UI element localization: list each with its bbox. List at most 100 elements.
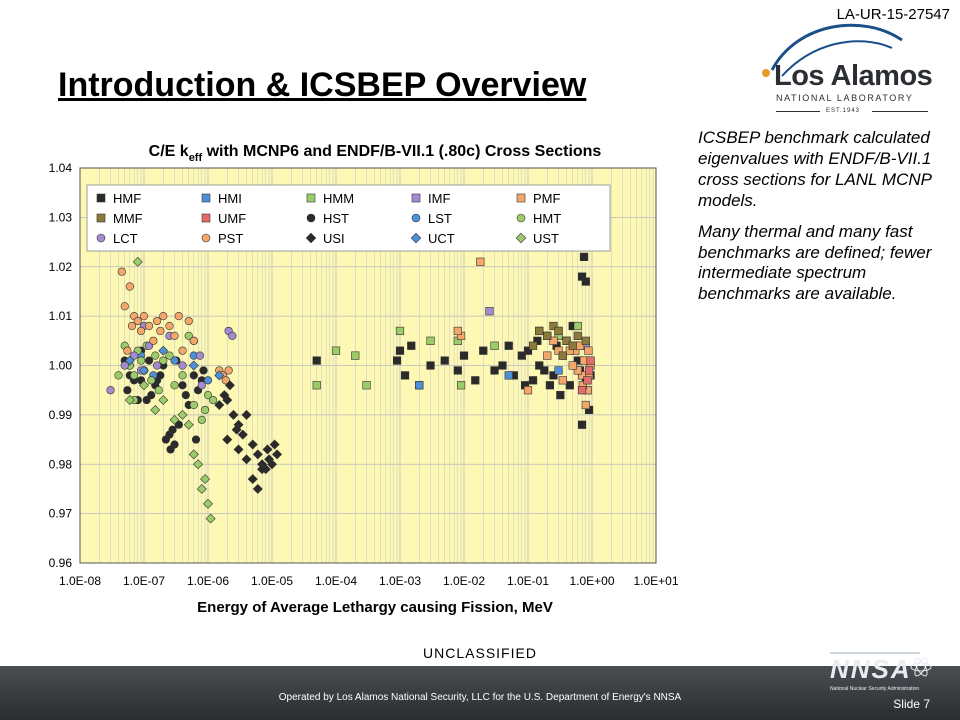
data-point bbox=[127, 321, 137, 331]
y-tick-label: 0.97 bbox=[49, 507, 73, 521]
data-point bbox=[189, 400, 198, 410]
data-point bbox=[184, 331, 193, 340]
data-point bbox=[147, 376, 156, 385]
footer-bar bbox=[0, 666, 960, 720]
legend-marker bbox=[411, 213, 421, 223]
series-uct bbox=[124, 345, 225, 381]
legend-label: HMT bbox=[533, 211, 561, 226]
y-tick-label: 0.99 bbox=[49, 408, 73, 422]
logo-wordmark: Los Alamos bbox=[774, 60, 933, 92]
data-point bbox=[581, 400, 590, 410]
data-point bbox=[129, 351, 139, 360]
data-point bbox=[528, 376, 538, 385]
legend-marker bbox=[201, 233, 211, 243]
series-hmi bbox=[415, 366, 563, 390]
data-point bbox=[158, 395, 169, 406]
data-points bbox=[106, 252, 595, 524]
legend-label: UMF bbox=[218, 211, 246, 226]
data-point bbox=[331, 346, 341, 355]
data-point bbox=[166, 445, 175, 454]
data-point bbox=[165, 351, 174, 360]
data-point bbox=[203, 498, 213, 509]
data-point bbox=[123, 386, 132, 395]
data-point bbox=[191, 435, 201, 444]
data-point bbox=[178, 381, 187, 390]
data-point bbox=[228, 409, 239, 420]
data-point bbox=[479, 346, 488, 355]
data-point bbox=[139, 380, 149, 391]
data-point bbox=[159, 356, 168, 365]
data-point bbox=[219, 390, 230, 401]
data-point bbox=[426, 336, 435, 345]
data-point bbox=[132, 256, 143, 267]
data-point bbox=[453, 326, 462, 336]
data-point bbox=[573, 331, 582, 340]
los-alamos-logo: Los Alamos NATIONAL LABORATORY EST.1943 bbox=[742, 18, 942, 118]
legend-marker bbox=[516, 193, 526, 203]
legend-label: HMM bbox=[323, 191, 354, 206]
slide-number: Slide 7 bbox=[893, 697, 930, 711]
logo-established: EST.1943 bbox=[826, 108, 861, 114]
legend-label: USI bbox=[323, 231, 345, 246]
legend-label: UCT bbox=[428, 231, 455, 246]
data-point bbox=[351, 351, 360, 360]
x-tick-label: 1.0E-05 bbox=[251, 574, 293, 588]
data-point bbox=[152, 361, 162, 370]
legend-label: MMF bbox=[113, 211, 143, 226]
data-point bbox=[237, 429, 248, 440]
data-point bbox=[577, 420, 587, 429]
data-point bbox=[440, 356, 449, 365]
data-point bbox=[554, 346, 563, 355]
data-point bbox=[407, 341, 416, 350]
data-point bbox=[577, 386, 587, 395]
data-point bbox=[159, 312, 168, 321]
y-tick-label: 1.00 bbox=[49, 359, 73, 373]
data-point bbox=[504, 341, 513, 350]
data-point bbox=[120, 361, 129, 370]
data-point bbox=[178, 346, 187, 355]
data-point bbox=[257, 464, 268, 475]
y-tick-label: 1.04 bbox=[49, 161, 73, 175]
data-point bbox=[170, 381, 179, 390]
x-tick-label: 1.0E+01 bbox=[633, 574, 678, 588]
chart-legend: HMF HMI HMM IMF PMF MMF UMF HST LST HMT LCT PST USI U… bbox=[86, 184, 611, 252]
legend-marker bbox=[96, 213, 106, 223]
data-point bbox=[203, 376, 213, 385]
data-point bbox=[485, 307, 494, 316]
data-point bbox=[241, 409, 252, 420]
data-point bbox=[129, 371, 139, 380]
data-point bbox=[224, 380, 235, 391]
x-tick-label: 1.0E-07 bbox=[123, 574, 165, 588]
data-point bbox=[196, 483, 207, 494]
data-point bbox=[252, 449, 263, 460]
data-point bbox=[504, 371, 513, 380]
atom-orbit-icon bbox=[762, 23, 903, 77]
data-point bbox=[144, 321, 154, 331]
data-point bbox=[170, 356, 179, 365]
legend-label: IMF bbox=[428, 191, 450, 206]
data-point bbox=[193, 459, 204, 470]
data-point bbox=[400, 371, 410, 380]
data-point bbox=[395, 326, 405, 336]
legend-marker bbox=[305, 232, 317, 244]
legend-label: PST bbox=[218, 231, 243, 246]
data-point bbox=[247, 474, 258, 485]
description-paragraph-1: ICSBEP benchmark calculated eigenvalues … bbox=[698, 128, 932, 210]
x-tick-label: 1.0E-03 bbox=[379, 574, 421, 588]
data-point bbox=[581, 277, 590, 286]
legend-label: PMF bbox=[533, 191, 561, 206]
x-tick-label: 1.0E-01 bbox=[507, 574, 549, 588]
data-point bbox=[181, 391, 190, 400]
data-point bbox=[178, 371, 187, 380]
data-point bbox=[528, 341, 538, 350]
classification-label: UNCLASSIFIED bbox=[423, 645, 537, 661]
data-point bbox=[106, 386, 115, 395]
x-tick-label: 1.0E-02 bbox=[443, 574, 485, 588]
data-point bbox=[267, 459, 277, 470]
data-point bbox=[535, 361, 544, 370]
nnsa-logo-text: NNSA bbox=[830, 654, 912, 684]
atom-icon bbox=[910, 657, 932, 677]
data-point bbox=[189, 336, 198, 345]
data-point bbox=[562, 336, 571, 345]
data-point bbox=[415, 381, 424, 390]
